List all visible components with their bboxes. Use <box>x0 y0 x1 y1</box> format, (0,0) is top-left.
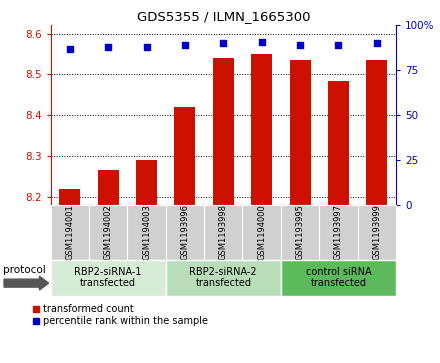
Text: GSM1194000: GSM1194000 <box>257 204 266 260</box>
Bar <box>59 189 81 205</box>
Bar <box>290 60 311 205</box>
Title: GDS5355 / ILMN_1665300: GDS5355 / ILMN_1665300 <box>136 10 310 23</box>
Text: protocol: protocol <box>3 265 45 275</box>
Bar <box>251 54 272 205</box>
Text: GSM1194001: GSM1194001 <box>65 204 74 260</box>
Bar <box>89 205 127 260</box>
Legend: transformed count, percentile rank within the sample: transformed count, percentile rank withi… <box>33 304 208 326</box>
Point <box>220 41 227 46</box>
Bar <box>98 170 119 205</box>
Point <box>105 44 112 50</box>
Bar <box>166 260 281 296</box>
Bar <box>204 205 242 260</box>
Bar <box>366 60 387 205</box>
Bar <box>319 205 358 260</box>
Bar <box>281 205 319 260</box>
Text: GSM1193998: GSM1193998 <box>219 204 228 260</box>
Point <box>181 42 188 48</box>
Bar <box>51 260 166 296</box>
Text: GSM1193997: GSM1193997 <box>334 204 343 260</box>
Point <box>258 39 265 45</box>
Point <box>66 46 73 52</box>
Bar <box>242 205 281 260</box>
Point <box>335 42 342 48</box>
Text: GSM1193995: GSM1193995 <box>296 204 304 260</box>
Text: control siRNA
transfected: control siRNA transfected <box>306 267 371 289</box>
Bar <box>127 205 166 260</box>
Text: GSM1193996: GSM1193996 <box>180 204 190 260</box>
Point <box>143 44 150 50</box>
Text: GSM1194002: GSM1194002 <box>104 204 113 260</box>
Bar <box>281 260 396 296</box>
Point <box>373 41 380 46</box>
Bar <box>166 205 204 260</box>
Bar <box>358 205 396 260</box>
Text: RBP2-siRNA-2
transfected: RBP2-siRNA-2 transfected <box>190 267 257 289</box>
Text: GSM1193999: GSM1193999 <box>372 204 381 260</box>
Text: GSM1194003: GSM1194003 <box>142 204 151 260</box>
Bar <box>213 58 234 205</box>
Bar <box>136 160 157 205</box>
Bar <box>328 81 349 205</box>
FancyArrow shape <box>4 276 48 290</box>
Bar <box>51 205 89 260</box>
Point <box>297 42 304 48</box>
Bar <box>174 107 195 205</box>
Text: RBP2-siRNA-1
transfected: RBP2-siRNA-1 transfected <box>74 267 142 289</box>
